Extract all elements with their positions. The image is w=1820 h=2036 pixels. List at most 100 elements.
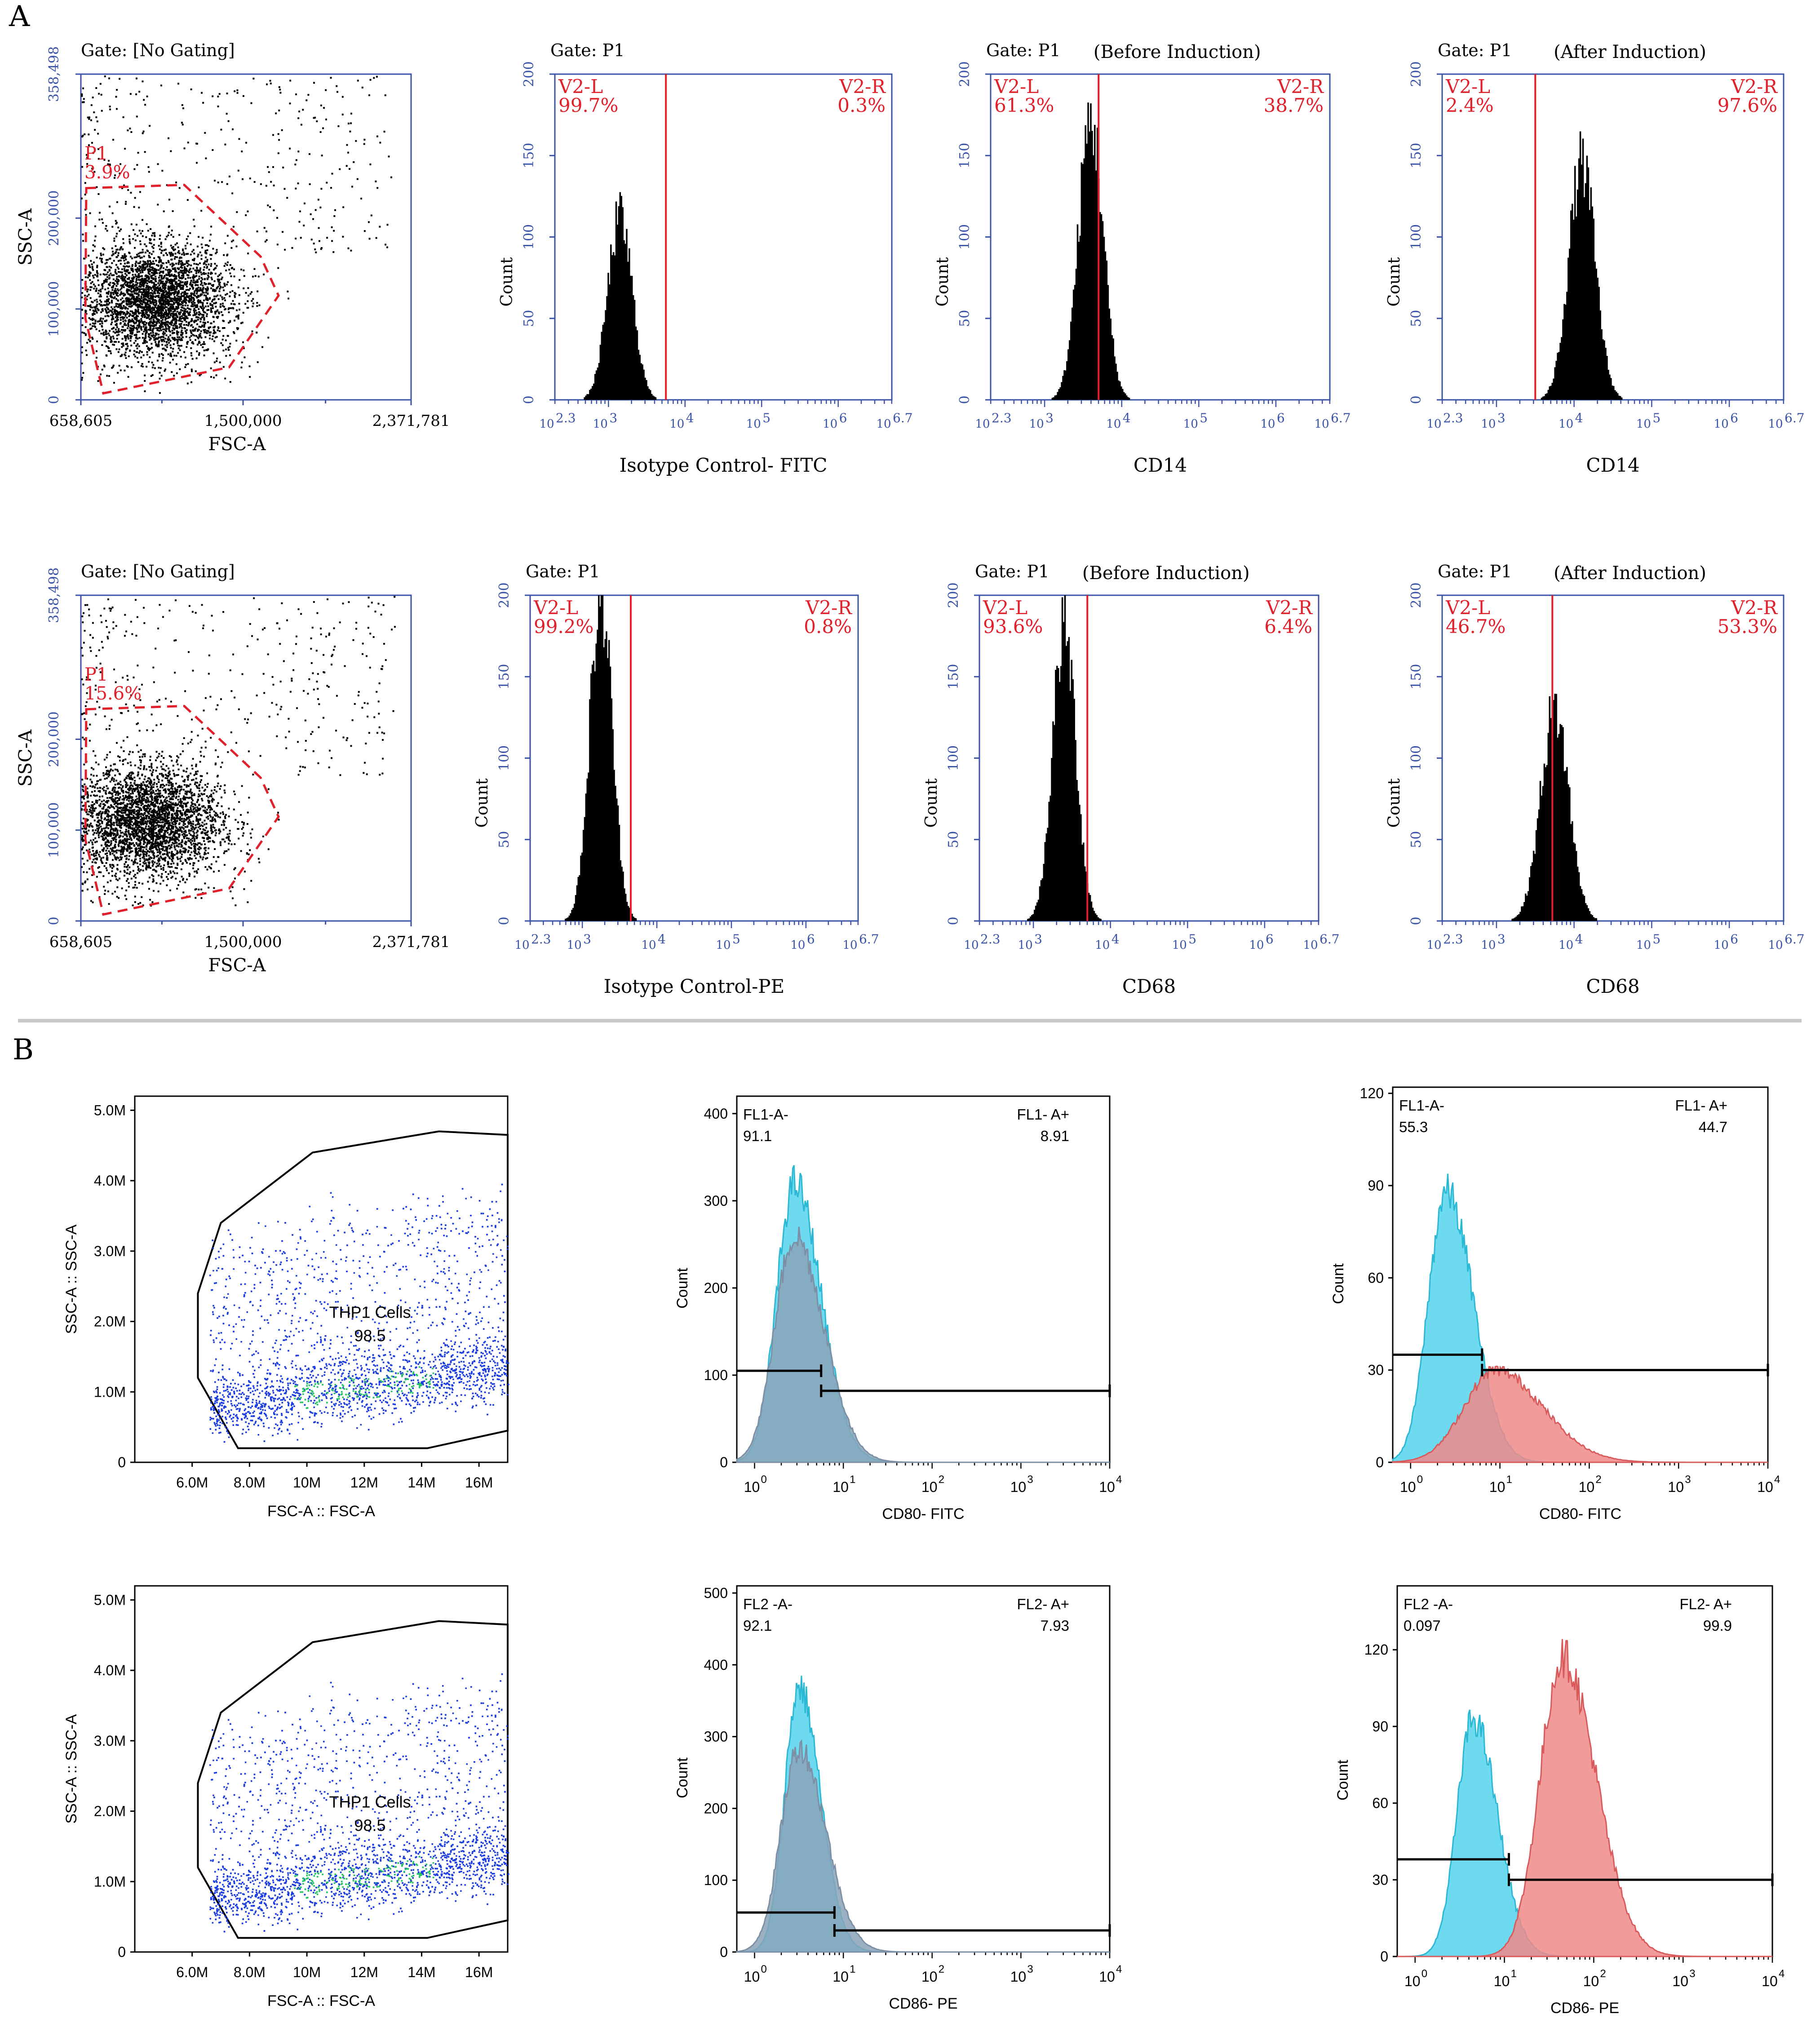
x-tick-exp: 6 <box>1730 411 1738 425</box>
histogram-bar <box>568 916 570 921</box>
x-tick-base: 10 <box>1010 1969 1027 1985</box>
x-tick-exp: 3 <box>1497 932 1506 947</box>
x-tick-base: 10 <box>1404 1973 1421 1989</box>
y-tick-label: 50 <box>957 310 973 327</box>
histogram-bar <box>1585 183 1587 400</box>
histogram-bar <box>1076 779 1078 921</box>
histogram-bar <box>1119 381 1121 400</box>
histogram-bar <box>1595 918 1597 921</box>
left-gate-percent: 99.7% <box>558 94 618 116</box>
y-tick-label: 150 <box>496 664 512 690</box>
y-tick-label: 4.0M <box>94 1662 126 1678</box>
left-gate-percent: 99.2% <box>534 615 593 637</box>
histogram-bar <box>1581 164 1583 400</box>
y-tick-label: 150 <box>521 143 537 168</box>
histogram-bar <box>581 852 583 921</box>
histogram-bar <box>1083 842 1085 921</box>
x-tick-exp: 1 <box>1511 1968 1517 1980</box>
x-tick-label: 6.0M <box>176 1964 208 1980</box>
x-tick-base: 10 <box>1029 417 1044 431</box>
negative-gate-value: 91.1 <box>743 1128 772 1144</box>
histogram-bar <box>602 595 604 921</box>
histogram-bar <box>1062 376 1064 400</box>
histogram-bar <box>1096 128 1098 400</box>
x-tick-base: 10 <box>1303 938 1318 952</box>
histogram-bar <box>1037 899 1040 921</box>
histogram-bar <box>1031 915 1033 921</box>
histogram-bar <box>629 248 630 400</box>
y-tick-label: 1.0M <box>94 1873 126 1890</box>
histogram-bar <box>1087 102 1089 400</box>
histogram-bar <box>1118 380 1120 400</box>
y-axis-label: Count <box>1330 1263 1347 1304</box>
panel-divider <box>18 1019 1802 1022</box>
histogram-bar <box>1601 329 1603 400</box>
histogram-bar <box>620 196 623 400</box>
condition-label: (Before Induction) <box>1082 563 1250 584</box>
histogram-bar <box>619 192 621 400</box>
histogram-bar <box>1613 386 1615 400</box>
x-axis-label: CD80- FITC <box>882 1505 964 1523</box>
positive-gate-value: 99.9 <box>1703 1617 1732 1634</box>
histogram-bar <box>1583 895 1585 921</box>
y-tick-label: 0 <box>496 916 512 925</box>
left-gate-percent: 93.6% <box>983 615 1043 637</box>
histogram-bar <box>1550 385 1552 400</box>
x-tick-exp: 4 <box>1116 1963 1122 1975</box>
histogram-a14: Gate: P1 (After Induction) 0 50 100 150 200 Cou… <box>1385 40 1805 476</box>
y-tick-label: 0 <box>118 1944 126 1960</box>
y-tick-label: 200 <box>1408 61 1424 87</box>
histogram-bar <box>593 660 595 921</box>
gate-label: Gate: P1 <box>550 40 624 60</box>
gate-label: Gate: P1 <box>1438 40 1512 60</box>
histogram-bar <box>1603 340 1605 400</box>
histogram-bar <box>1075 269 1077 400</box>
sample-histogram <box>736 1226 1110 1463</box>
histogram-bar <box>588 772 589 921</box>
x-tick-exp: 2.3 <box>1443 411 1463 425</box>
histogram-bar <box>1542 786 1544 921</box>
histogram-bar <box>1088 893 1090 921</box>
x-tick-exp: 0 <box>1417 1474 1423 1486</box>
x-tick-label: 12M <box>350 1474 378 1491</box>
histogram-bar <box>627 261 629 400</box>
histogram-bar <box>606 296 608 400</box>
y-tick-label: 200 <box>496 582 512 608</box>
histogram-bar <box>623 240 625 400</box>
x-tick-base: 10 <box>539 417 554 431</box>
histogram-bar <box>1566 292 1568 400</box>
histogram-bar <box>1541 795 1543 921</box>
histogram-bar <box>1085 871 1087 921</box>
y-tick-label: 500 <box>704 1585 728 1601</box>
histogram-bar <box>1035 906 1037 921</box>
cell-dots <box>81 75 392 394</box>
histogram-bar <box>1602 339 1604 400</box>
cell-dots <box>209 1183 509 1443</box>
x-tick-exp: 5 <box>1652 411 1661 425</box>
x-tick-exp: 3 <box>1027 1963 1033 1975</box>
histogram-bar <box>1083 158 1085 400</box>
x-tick-exp: 1 <box>1506 1474 1512 1486</box>
histogram-bar <box>1550 718 1552 921</box>
y-tick-label: 120 <box>1364 1642 1388 1658</box>
histogram-bar <box>1090 901 1093 921</box>
x-tick-exp: 1 <box>850 1963 855 1975</box>
negative-gate-value: 0.097 <box>1404 1617 1441 1634</box>
y-tick-label: 200,000 <box>46 712 62 767</box>
histogram-bar <box>1531 862 1533 921</box>
x-tick-label: 658,605 <box>49 412 113 430</box>
plot-frame <box>979 594 1320 922</box>
x-tick-label: 658,605 <box>49 933 113 951</box>
x-tick-base: 10 <box>1426 938 1441 952</box>
histogram-bar <box>1060 666 1062 921</box>
y-tick-label: 100 <box>946 745 961 771</box>
x-tick-exp: 5 <box>732 932 740 947</box>
x-tick-base: 10 <box>1010 1479 1027 1495</box>
histogram-bar <box>1115 363 1117 400</box>
histogram-bar <box>1543 763 1545 921</box>
x-tick-base: 10 <box>1757 1479 1773 1495</box>
histogram-bar <box>1069 340 1071 400</box>
x-tick-exp: 5 <box>1652 932 1661 947</box>
histogram-bar <box>1610 378 1612 400</box>
